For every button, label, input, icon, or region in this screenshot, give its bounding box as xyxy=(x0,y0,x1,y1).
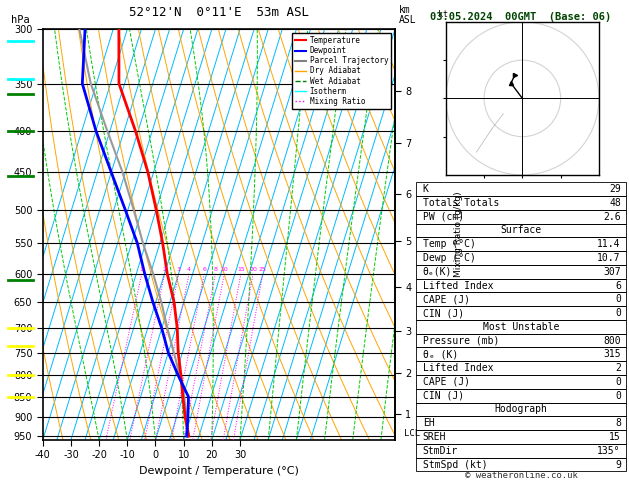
Text: Surface: Surface xyxy=(501,226,542,235)
Text: 315: 315 xyxy=(603,349,621,359)
Text: CIN (J): CIN (J) xyxy=(423,391,464,400)
Text: Most Unstable: Most Unstable xyxy=(483,322,559,332)
Text: 25: 25 xyxy=(259,267,267,272)
Text: CAPE (J): CAPE (J) xyxy=(423,377,470,387)
Text: hPa: hPa xyxy=(11,15,30,25)
X-axis label: Dewpoint / Temperature (°C): Dewpoint / Temperature (°C) xyxy=(139,466,299,476)
Text: 48: 48 xyxy=(609,198,621,208)
Text: CIN (J): CIN (J) xyxy=(423,308,464,318)
Text: 2.6: 2.6 xyxy=(603,212,621,222)
Text: StmSpd (kt): StmSpd (kt) xyxy=(423,460,487,469)
Text: 135°: 135° xyxy=(598,446,621,456)
Text: Pressure (mb): Pressure (mb) xyxy=(423,336,499,346)
Text: 0: 0 xyxy=(615,308,621,318)
Text: θₑ(K): θₑ(K) xyxy=(423,267,452,277)
Text: 29: 29 xyxy=(609,184,621,194)
Text: 03.05.2024  00GMT  (Base: 06): 03.05.2024 00GMT (Base: 06) xyxy=(430,12,611,22)
Text: 3: 3 xyxy=(177,267,181,272)
Text: 8: 8 xyxy=(213,267,218,272)
Text: Lifted Index: Lifted Index xyxy=(423,363,493,373)
Text: Lifted Index: Lifted Index xyxy=(423,280,493,291)
Text: 800: 800 xyxy=(603,336,621,346)
Text: 0: 0 xyxy=(615,377,621,387)
Legend: Temperature, Dewpoint, Parcel Trajectory, Dry Adiabat, Wet Adiabat, Isotherm, Mi: Temperature, Dewpoint, Parcel Trajectory… xyxy=(292,33,391,109)
Text: PW (cm): PW (cm) xyxy=(423,212,464,222)
Text: K: K xyxy=(423,184,428,194)
Text: 6: 6 xyxy=(203,267,206,272)
Text: 4: 4 xyxy=(187,267,191,272)
Text: 20: 20 xyxy=(249,267,257,272)
Text: 1: 1 xyxy=(140,267,143,272)
Text: EH: EH xyxy=(423,418,435,428)
Text: 2: 2 xyxy=(615,363,621,373)
Text: LCL: LCL xyxy=(404,429,420,438)
Text: StmDir: StmDir xyxy=(423,446,458,456)
Text: SREH: SREH xyxy=(423,432,446,442)
Text: Dewp (°C): Dewp (°C) xyxy=(423,253,476,263)
Text: 15: 15 xyxy=(237,267,245,272)
Text: Temp (°C): Temp (°C) xyxy=(423,239,476,249)
Text: 0: 0 xyxy=(615,391,621,400)
Text: 10: 10 xyxy=(220,267,228,272)
Text: 52°12'N  0°11'E  53m ASL: 52°12'N 0°11'E 53m ASL xyxy=(129,6,309,19)
Text: kt: kt xyxy=(438,10,448,19)
Text: © weatheronline.co.uk: © weatheronline.co.uk xyxy=(465,471,577,480)
Text: 0: 0 xyxy=(615,295,621,304)
Text: 15: 15 xyxy=(609,432,621,442)
Text: 8: 8 xyxy=(615,418,621,428)
Text: CAPE (J): CAPE (J) xyxy=(423,295,470,304)
Text: 2: 2 xyxy=(162,267,167,272)
Text: θₑ (K): θₑ (K) xyxy=(423,349,458,359)
Text: Mixing Ratio (g/kg): Mixing Ratio (g/kg) xyxy=(454,191,463,278)
Text: Hodograph: Hodograph xyxy=(494,404,548,415)
Text: 9: 9 xyxy=(615,460,621,469)
Text: Totals Totals: Totals Totals xyxy=(423,198,499,208)
Text: 6: 6 xyxy=(615,280,621,291)
Text: km
ASL: km ASL xyxy=(399,5,416,25)
Text: 10.7: 10.7 xyxy=(598,253,621,263)
Text: 11.4: 11.4 xyxy=(598,239,621,249)
Text: 307: 307 xyxy=(603,267,621,277)
